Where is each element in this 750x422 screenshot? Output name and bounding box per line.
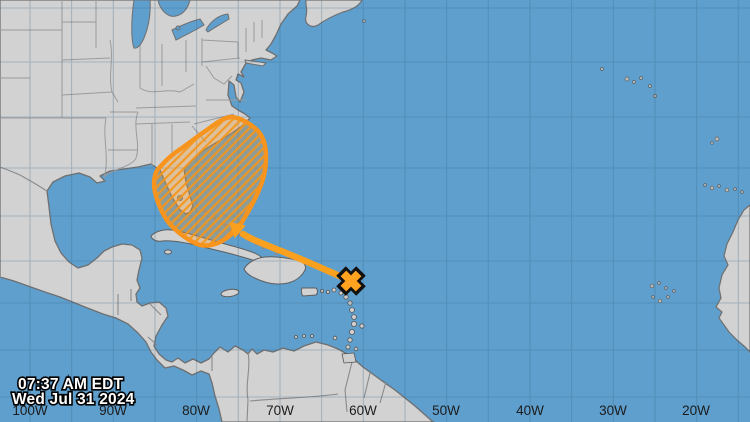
trinidad	[341, 352, 357, 364]
country-borders	[0, 166, 387, 422]
longitude-axis: 100W 90W 80W 70W 60W 50W 40W 30W 20W	[12, 403, 710, 418]
timestamp-time: 07:37 AM EDT	[18, 376, 124, 393]
puerto-rico	[300, 287, 318, 297]
formation-area-cone[interactable]	[151, 114, 269, 248]
lon-label: 70W	[266, 403, 294, 418]
jamaica	[220, 288, 240, 298]
atlantic-islands	[362, 19, 744, 304]
lon-label: 90W	[99, 403, 127, 418]
americas-landmass	[0, 0, 435, 422]
long-island	[244, 59, 268, 67]
nova-scotia-landmass	[305, 0, 363, 28]
lon-label: 50W	[432, 403, 460, 418]
timestamp: 07:37 AM EDT Wed Jul 31 2024	[10, 374, 136, 409]
disturbance-x-icon[interactable]	[336, 266, 366, 296]
great-lakes	[131, 0, 230, 201]
hispaniola	[243, 256, 306, 285]
track-line	[239, 230, 355, 285]
timestamp-date: Wed Jul 31 2024	[12, 391, 135, 408]
state-borders	[0, 0, 263, 179]
lon-label: 100W	[12, 403, 48, 418]
africa-landmass	[715, 204, 750, 353]
arrowhead-icon	[229, 222, 246, 239]
track-arrow	[229, 222, 355, 285]
lon-label: 40W	[516, 403, 544, 418]
lon-label: 80W	[182, 403, 210, 418]
lon-label: 60W	[349, 403, 377, 418]
lesser-antilles-islands	[294, 287, 365, 364]
lon-label: 20W	[682, 403, 710, 418]
lon-label: 30W	[599, 403, 627, 418]
